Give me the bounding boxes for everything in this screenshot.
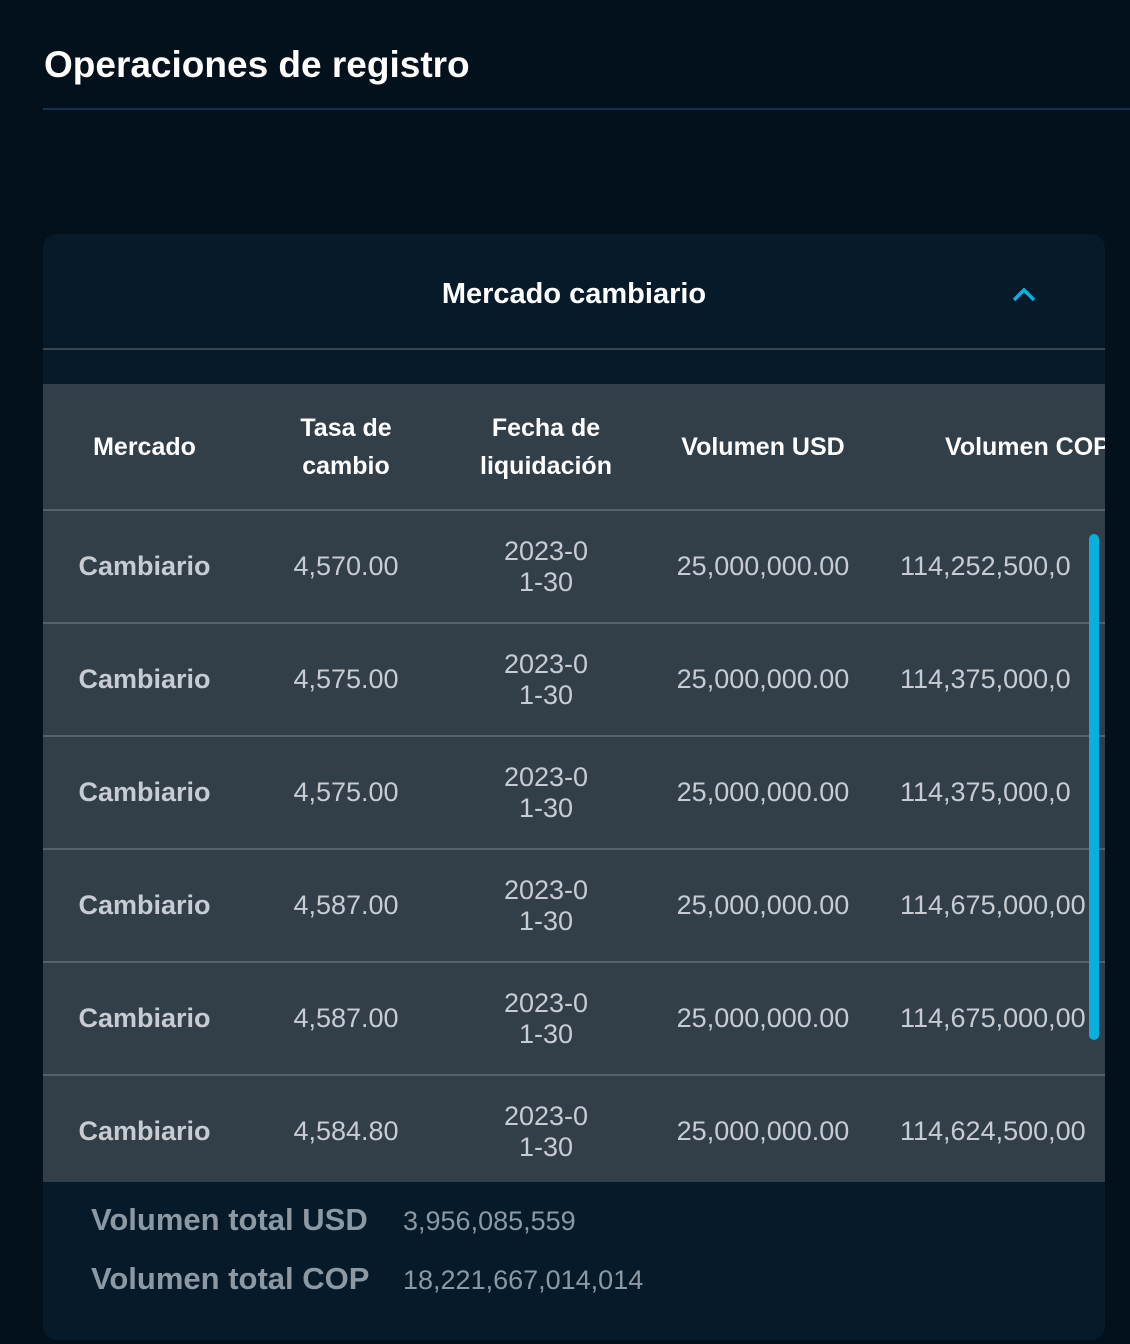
card-header[interactable]: Mercado cambiario xyxy=(43,234,1105,350)
cell-fecha: 2023-01-30 xyxy=(446,510,646,624)
cell-mercado: Cambiario xyxy=(43,962,246,1076)
table-row[interactable]: Cambiario 4,587.00 2023-01-30 25,000,000.00… xyxy=(43,962,1105,1076)
cell-volumen-cop: 114,375,000,0 xyxy=(880,623,1105,737)
cell-volumen-cop: 114,675,000,00 xyxy=(880,962,1105,1076)
total-cop-label: Volumen total COP xyxy=(91,1261,370,1296)
total-usd-label: Volumen total USD xyxy=(91,1202,368,1237)
mercado-cambiario-card: Mercado cambiario Mercado Tasa de cambio… xyxy=(43,234,1105,1340)
table-header-row: Mercado Tasa de cambio Fecha de liquidac… xyxy=(43,384,1105,511)
column-header-tasa[interactable]: Tasa de cambio xyxy=(246,384,446,511)
cell-fecha: 2023-01-30 xyxy=(446,736,646,850)
cell-fecha: 2023-01-30 xyxy=(446,1075,646,1182)
cell-volumen-cop: 114,375,000,0 xyxy=(880,736,1105,850)
column-header-mercado[interactable]: Mercado xyxy=(43,384,246,511)
table-row[interactable]: Cambiario 4,575.00 2023-01-30 25,000,000.00… xyxy=(43,736,1105,850)
cell-mercado: Cambiario xyxy=(43,510,246,624)
column-header-volumen-usd[interactable]: Volumen USD xyxy=(646,384,880,511)
title-divider xyxy=(43,108,1130,110)
cell-mercado: Cambiario xyxy=(43,623,246,737)
cell-volumen-usd: 25,000,000.00 xyxy=(646,510,880,624)
cell-mercado: Cambiario xyxy=(43,849,246,963)
cell-tasa: 4,570.00 xyxy=(246,510,446,624)
operations-table: Mercado Tasa de cambio Fecha de liquidac… xyxy=(43,384,1105,1182)
cell-mercado: Cambiario xyxy=(43,736,246,850)
vertical-scrollbar[interactable] xyxy=(1089,534,1099,1040)
column-header-volumen-cop[interactable]: Volumen COP xyxy=(880,384,1105,511)
table-row[interactable]: Cambiario 4,570.00 2023-01-30 25,000,000.00… xyxy=(43,510,1105,624)
cell-fecha: 2023-01-30 xyxy=(446,962,646,1076)
cell-volumen-cop: 114,675,000,00 xyxy=(880,849,1105,963)
cell-tasa: 4,587.00 xyxy=(246,849,446,963)
cell-volumen-usd: 25,000,000.00 xyxy=(646,1075,880,1182)
cell-volumen-usd: 25,000,000.00 xyxy=(646,962,880,1076)
chevron-up-icon[interactable] xyxy=(1011,284,1037,304)
cell-volumen-usd: 25,000,000.00 xyxy=(646,849,880,963)
cell-volumen-usd: 25,000,000.00 xyxy=(646,736,880,850)
cell-tasa: 4,575.00 xyxy=(246,623,446,737)
total-usd-value: 3,956,085,559 xyxy=(403,1206,576,1236)
column-header-fecha[interactable]: Fecha de liquidación xyxy=(446,384,646,511)
page-title: Operaciones de registro xyxy=(44,44,470,85)
cell-mercado: Cambiario xyxy=(43,1075,246,1182)
cell-volumen-cop: 114,624,500,00 xyxy=(880,1075,1105,1182)
total-cop-value: 18,221,667,014,014 xyxy=(403,1265,644,1295)
cell-tasa: 4,587.00 xyxy=(246,962,446,1076)
table-row[interactable]: Cambiario 4,584.80 2023-01-30 25,000,000.00… xyxy=(43,1075,1105,1182)
cell-volumen-cop: 114,252,500,0 xyxy=(880,510,1105,624)
table-row[interactable]: Cambiario 4,575.00 2023-01-30 25,000,000.00… xyxy=(43,623,1105,737)
cell-volumen-usd: 25,000,000.00 xyxy=(646,623,880,737)
cell-tasa: 4,584.80 xyxy=(246,1075,446,1182)
card-title: Mercado cambiario xyxy=(441,278,707,310)
cell-fecha: 2023-01-30 xyxy=(446,849,646,963)
table-row[interactable]: Cambiario 4,587.00 2023-01-30 25,000,000.00… xyxy=(43,849,1105,963)
cell-tasa: 4,575.00 xyxy=(246,736,446,850)
cell-fecha: 2023-01-30 xyxy=(446,623,646,737)
